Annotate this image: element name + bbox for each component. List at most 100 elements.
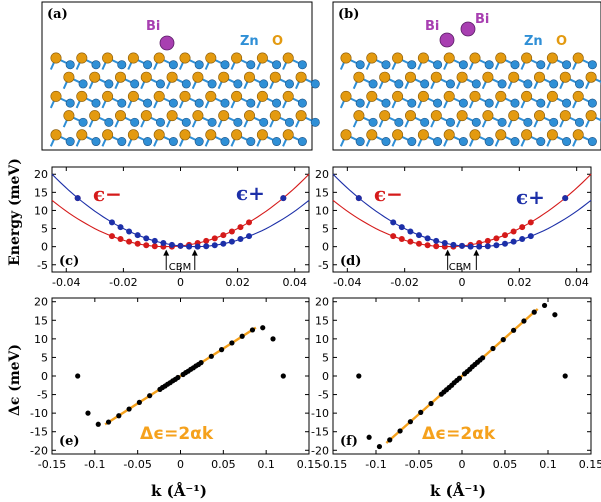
splitting-point <box>541 302 548 309</box>
o-atom <box>192 110 204 122</box>
zn-atom <box>471 79 481 89</box>
o-atom <box>179 90 191 102</box>
zn-atom <box>574 79 584 89</box>
y-tick-label: 15 <box>315 186 329 199</box>
panel-label-d: (d) <box>340 254 361 269</box>
panel-label-b: (b) <box>338 7 359 22</box>
zn-atom <box>117 60 127 70</box>
o-atom <box>379 71 391 83</box>
o-atom <box>521 52 533 64</box>
x-tick-label: 0.15 <box>297 458 322 471</box>
splitting-point <box>280 373 286 379</box>
o-atom <box>482 110 494 122</box>
x-tick-label: 0.05 <box>493 458 518 471</box>
dispersion-point <box>493 235 500 242</box>
bi-atom <box>159 35 175 51</box>
y-tick-label: -20 <box>311 444 329 457</box>
zn-atom <box>91 137 101 147</box>
zn-atom <box>381 98 391 108</box>
plot-frame <box>332 166 592 273</box>
x-tick-label: -0.02 <box>109 276 137 289</box>
o-atom <box>205 129 217 141</box>
x-tick-label: -0.04 <box>52 276 80 289</box>
o-atom <box>179 129 191 141</box>
dispersion-point <box>246 219 253 226</box>
o-atom <box>366 129 378 141</box>
dispersion-point <box>407 228 414 235</box>
x-tick-label: -0.15 <box>319 458 347 471</box>
zn-atom <box>78 117 88 127</box>
zn-atom <box>181 117 191 127</box>
splitting-point <box>219 347 225 353</box>
dispersion-point <box>237 224 244 231</box>
dispersion-point <box>108 233 115 240</box>
o-atom <box>115 71 127 83</box>
y-tick-label: -5 <box>37 389 48 402</box>
o-atom <box>76 129 88 141</box>
y-tick-label: 20 <box>34 296 48 309</box>
zn-atom <box>445 117 455 127</box>
splitting-point <box>366 434 372 440</box>
zn-atom <box>497 79 507 89</box>
plot-frame <box>51 166 310 273</box>
splitting-point <box>510 327 517 333</box>
o-atom <box>166 71 178 83</box>
dispersion-point <box>246 233 253 240</box>
atom-label-bi-2: Bi <box>475 12 489 27</box>
dispersion-point <box>562 195 569 202</box>
o-atom <box>282 52 294 64</box>
zn-atom <box>297 137 307 147</box>
cbm-label-c: CBM <box>169 262 191 273</box>
zn-atom <box>562 98 572 108</box>
o-atom <box>430 71 442 83</box>
o-atom <box>76 52 88 64</box>
zn-atom <box>104 79 114 89</box>
o-atom <box>205 90 217 102</box>
dispersion-point <box>527 219 534 226</box>
zn-atom <box>536 98 546 108</box>
o-atom <box>417 52 429 64</box>
dispersion-point <box>280 195 287 202</box>
splitting-point <box>260 325 266 331</box>
o-atom <box>469 129 481 141</box>
o-atom <box>153 129 165 141</box>
dispersion-point <box>519 224 526 231</box>
splitting-point <box>270 336 276 342</box>
x-tick-label: 0.1 <box>539 458 557 471</box>
dispersion-point <box>151 243 158 250</box>
x-tick-label: 0.02 <box>225 276 250 289</box>
zn-atom <box>433 98 443 108</box>
zn-atom <box>510 137 520 147</box>
zn-atom <box>233 79 243 89</box>
zn-atom <box>181 79 191 89</box>
dispersion-point <box>424 235 431 242</box>
dispersion-point <box>117 236 124 243</box>
dispersion-point <box>476 243 483 250</box>
o-atom <box>269 71 281 83</box>
atom-label-zn: Zn <box>240 34 259 49</box>
zn-atom <box>355 60 365 70</box>
cbm-arrowhead <box>473 249 480 256</box>
zn-atom <box>194 137 204 147</box>
zn-atom <box>78 79 88 89</box>
o-atom <box>244 110 256 122</box>
zn-atom <box>272 60 282 70</box>
o-atom <box>50 90 62 102</box>
o-atom <box>404 71 416 83</box>
dispersion-point <box>151 237 158 244</box>
y-tick-label: 15 <box>34 314 48 327</box>
y-tick-label: 20 <box>34 168 48 181</box>
zno-lattice-a <box>49 52 320 147</box>
o-atom <box>430 110 442 122</box>
zn-atom <box>65 60 75 70</box>
splitting-point <box>376 443 383 450</box>
dispersion-point <box>433 243 440 250</box>
x-tick-label: 0 <box>459 276 466 289</box>
zn-atom <box>458 98 468 108</box>
y-tick-label: -5 <box>37 259 48 272</box>
zn-atom <box>297 60 307 70</box>
o-atom <box>392 129 404 141</box>
zn-atom <box>484 137 494 147</box>
x-tick-label: -0.02 <box>390 276 418 289</box>
splitting-point <box>356 373 362 379</box>
